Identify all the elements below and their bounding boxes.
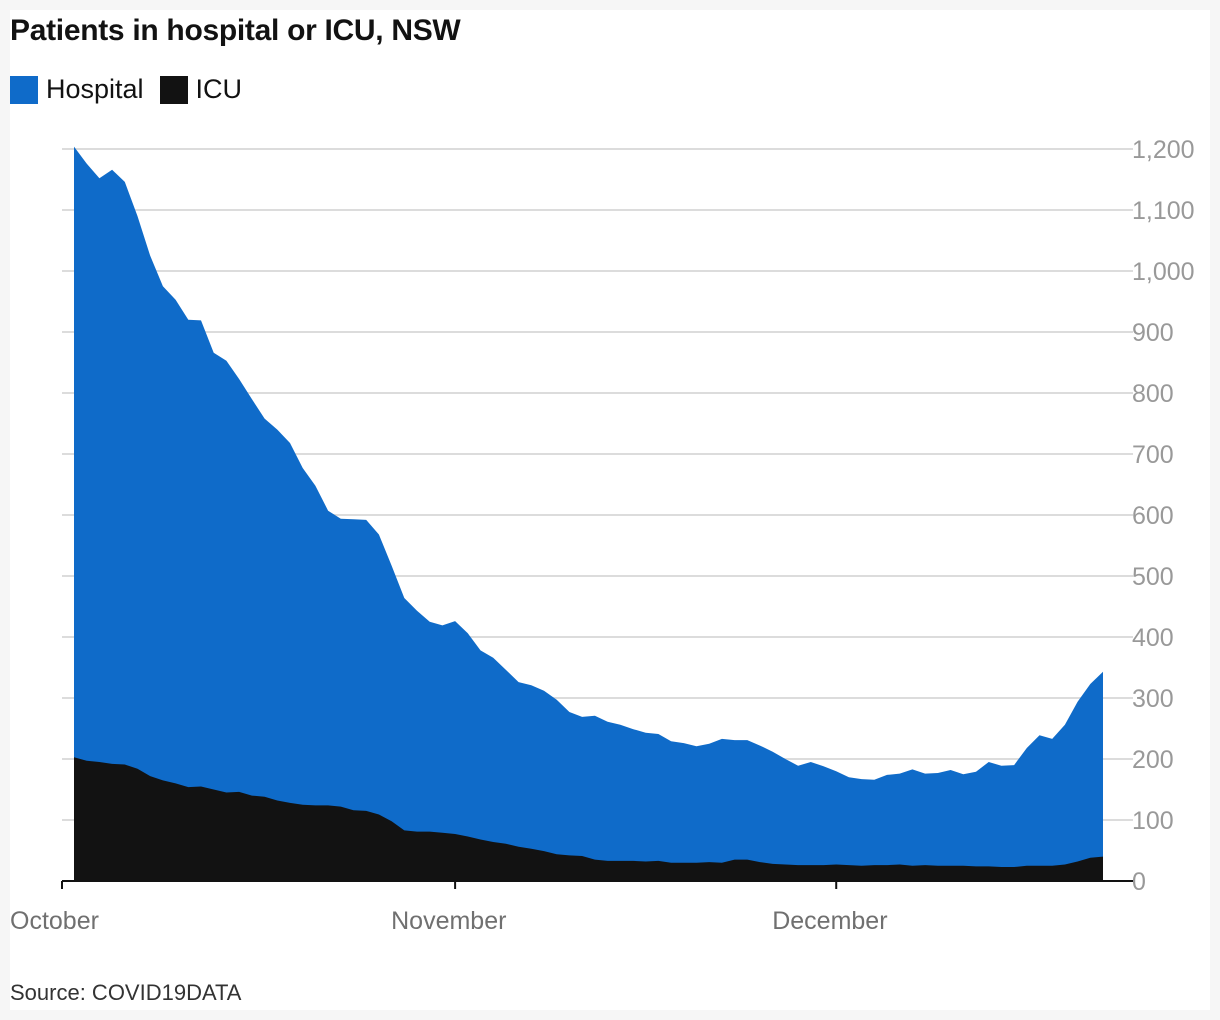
chart-title: Patients in hospital or ICU, NSW — [10, 14, 461, 47]
legend: Hospital ICU — [10, 74, 258, 105]
area-chart: 0 100 200 300 400 500 600 700 800 900 1,000 1,100 1,… — [10, 136, 1195, 935]
series-area-hospital — [74, 146, 1103, 882]
legend-item-icu: ICU — [159, 74, 243, 105]
y-tick-label: 900 — [1132, 319, 1174, 347]
y-tick-label: 300 — [1132, 685, 1174, 713]
legend-label-icu: ICU — [195, 74, 243, 104]
source-note: Source: COVID19DATA — [10, 980, 242, 1005]
x-tick-label: December — [772, 907, 887, 935]
y-tick-label: 100 — [1132, 807, 1174, 835]
y-tick-label: 200 — [1132, 746, 1174, 774]
y-tick-label: 1,000 — [1132, 258, 1195, 286]
y-tick-label: 0 — [1132, 868, 1146, 896]
legend-label-hospital: Hospital — [46, 74, 144, 104]
y-tick-label: 1,100 — [1132, 197, 1195, 225]
legend-swatch-icu — [159, 75, 188, 104]
y-tick-label: 800 — [1132, 380, 1174, 408]
y-tick-label: 400 — [1132, 624, 1174, 652]
chart-frame: Patients in hospital or ICU, NSW Hospita… — [10, 10, 1210, 1010]
y-tick-label: 700 — [1132, 441, 1174, 469]
y-tick-label: 1,200 — [1132, 136, 1195, 164]
y-tick-label: 500 — [1132, 563, 1174, 591]
x-tick-label: October — [10, 907, 99, 935]
y-tick-label: 600 — [1132, 502, 1174, 530]
x-tick-label: November — [391, 907, 506, 935]
series-area-icu — [74, 757, 1103, 881]
legend-swatch-hospital — [10, 75, 38, 104]
legend-item-hospital: Hospital — [10, 74, 144, 105]
